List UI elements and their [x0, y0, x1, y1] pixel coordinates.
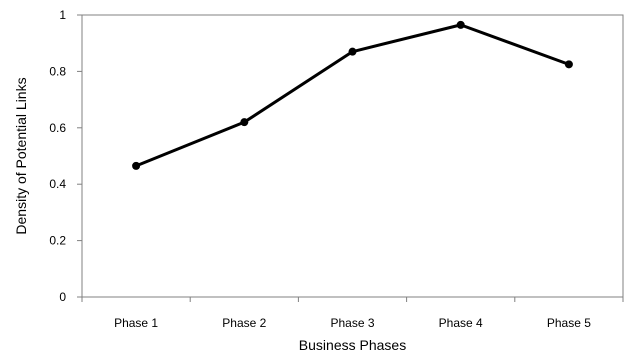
y-tick-label: 0.8: [49, 64, 66, 78]
data-point: [240, 118, 249, 127]
data-point: [348, 47, 357, 56]
x-axis-title: Business Phases: [299, 337, 406, 353]
y-tick-labels: 0 0.2 0.4 0.6 0.8 1: [49, 8, 66, 304]
y-tick-label: 1: [59, 8, 66, 22]
y-tick-label: 0.6: [49, 121, 66, 135]
data-point: [132, 161, 141, 170]
series: [132, 20, 573, 170]
y-tick-label: 0: [59, 290, 66, 304]
plot-area: [81, 14, 624, 298]
axes: [77, 14, 624, 302]
x-tick-label: Phase 3: [330, 316, 374, 330]
data-point: [564, 60, 573, 69]
x-tick-label: Phase 4: [439, 316, 483, 330]
x-tick-label: Phase 1: [114, 316, 158, 330]
data-point: [456, 20, 465, 29]
x-tick-label: Phase 2: [222, 316, 266, 330]
y-axis-title: Density of Potential Links: [13, 77, 29, 234]
x-tick-label: Phase 5: [547, 316, 591, 330]
y-tick-label: 0.4: [49, 177, 66, 191]
x-tick-labels: Phase 1 Phase 2 Phase 3 Phase 4 Phase 5: [114, 316, 591, 330]
y-tick-label: 0.2: [49, 234, 66, 248]
